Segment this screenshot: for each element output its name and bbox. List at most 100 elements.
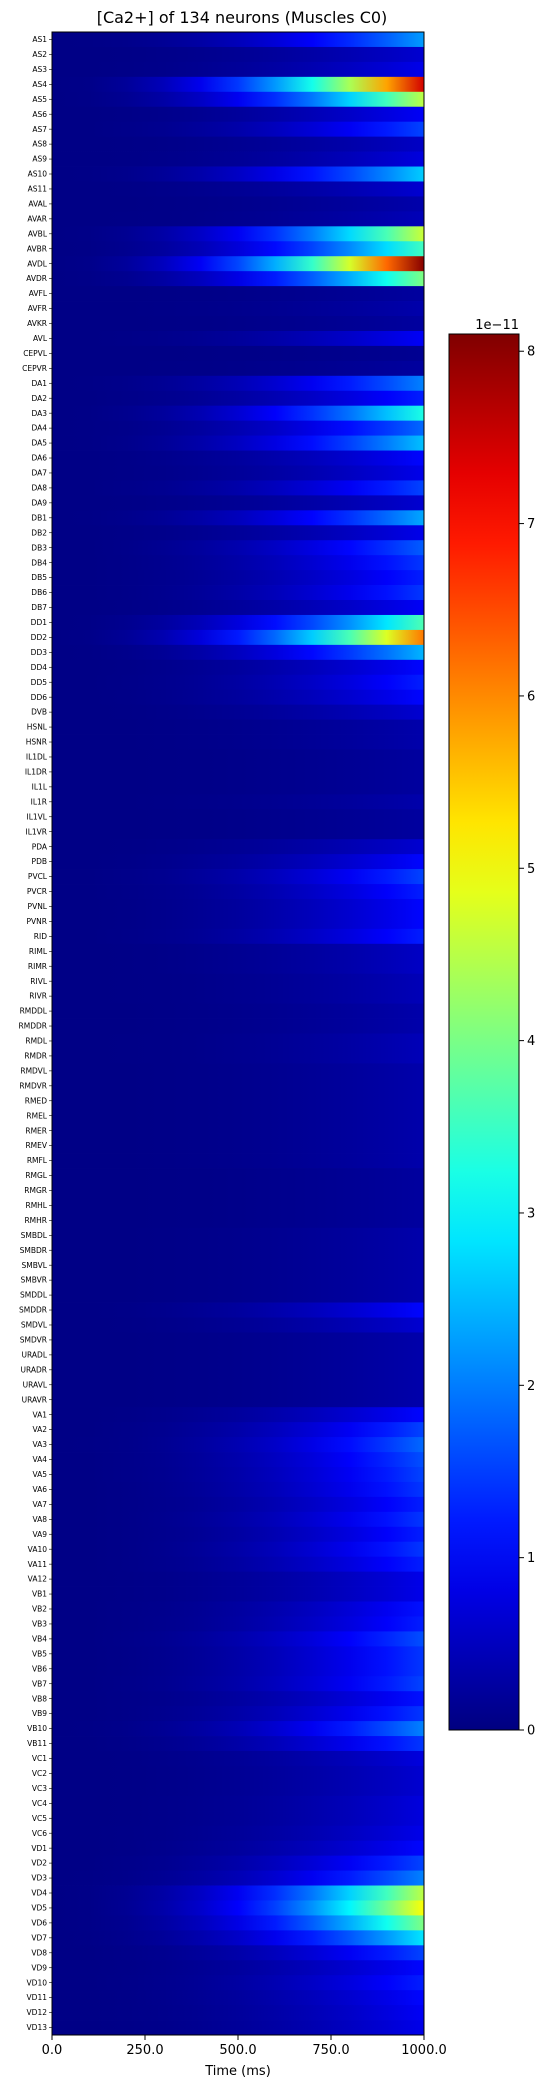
neuron-label-vd4: VD4 — [31, 1889, 47, 1898]
colorbar-ticks: 0 1 2 3 4 5 6 7 8 — [519, 345, 535, 1739]
heatmap-row-as11 — [52, 181, 424, 197]
neuron-label-as8: AS8 — [32, 140, 47, 149]
heatmap-row-pvnl — [52, 898, 424, 915]
neuron-label-va11: VA11 — [28, 1560, 48, 1569]
heatmap-row-uradr — [52, 1362, 424, 1378]
neuron-label-avdl: AVDL — [27, 259, 48, 268]
neuron-label-il1vr: IL1VR — [25, 827, 47, 836]
neuron-label-rmddr: RMDDR — [19, 1022, 47, 1031]
heatmap-cells — [52, 32, 424, 2036]
colorbar-tick-label: 1 — [527, 1551, 535, 1566]
neuron-label-rmgl: RMGL — [25, 1171, 47, 1180]
heatmap-row-avdr — [52, 271, 424, 287]
neuron-label-vb9: VB9 — [32, 1709, 47, 1718]
heatmap-row-va12 — [52, 1571, 424, 1587]
heatmap-row-va10 — [52, 1541, 424, 1558]
neuron-label-da9: DA9 — [31, 498, 47, 507]
heatmap-row-smdvr — [52, 1332, 424, 1348]
neuron-label-vb2: VB2 — [32, 1605, 47, 1614]
neuron-label-dd1: DD1 — [31, 618, 48, 627]
neuron-label-il1l: IL1L — [32, 782, 48, 791]
neuron-label-vd13: VD13 — [27, 2023, 48, 2032]
heatmap-row-dd3 — [52, 644, 424, 661]
heatmap-row-as4 — [52, 76, 424, 93]
neuron-label-vc2: VC2 — [32, 1769, 47, 1778]
neuron-label-pdb: PDB — [32, 857, 47, 866]
heatmap-row-va7 — [52, 1496, 424, 1513]
neuron-label-aval: AVAL — [28, 200, 47, 209]
heatmap-row-avbl — [52, 226, 424, 242]
neuron-label-db2: DB2 — [31, 528, 47, 537]
neuron-label-rmed: RMED — [25, 1096, 47, 1105]
heatmap-row-vd8 — [52, 1945, 424, 1961]
heatmap-row-da1 — [52, 375, 424, 392]
neuron-label-db5: DB5 — [31, 573, 47, 582]
heatmap-row-va9 — [52, 1526, 424, 1543]
heatmap-row-as7 — [52, 121, 424, 138]
neuron-label-rmhl: RMHL — [25, 1201, 47, 1210]
heatmap-row-vb2 — [52, 1601, 424, 1617]
heatmap-row-il1dl — [52, 749, 424, 765]
heatmap-row-smbvr — [52, 1272, 424, 1289]
heatmap-row-rivl — [52, 973, 424, 990]
neuron-label-dd6: DD6 — [31, 693, 48, 702]
heatmap-row-vd11 — [52, 1990, 424, 2006]
neuron-label-va12: VA12 — [28, 1575, 48, 1584]
heatmap-row-smbvl — [52, 1257, 424, 1274]
heatmap-row-db5 — [52, 570, 424, 586]
chart-title: [Ca2+] of 134 neurons (Muscles C0) — [97, 8, 388, 27]
heatmap-row-rmed — [52, 1093, 424, 1109]
heatmap-row-rmhl — [52, 1197, 424, 1214]
heatmap-row-pvcl — [52, 869, 424, 885]
heatmap-row-smbdl — [52, 1227, 424, 1244]
neuron-label-rmdr: RMDR — [24, 1052, 47, 1061]
neuron-label-da1: DA1 — [31, 379, 47, 388]
neuron-label-rmer: RMER — [25, 1126, 47, 1135]
neuron-label-hsnl: HSNL — [27, 723, 48, 732]
neuron-label-avfr: AVFR — [28, 304, 47, 313]
neuron-label-vb8: VB8 — [32, 1694, 47, 1703]
heatmap-row-da8 — [52, 480, 424, 496]
neuron-label-dd4: DD4 — [31, 663, 48, 672]
heatmap-row-smdvl — [52, 1317, 424, 1333]
neuron-label-rmfl: RMFL — [27, 1156, 48, 1165]
neuron-label-dd5: DD5 — [31, 678, 48, 687]
neuron-label-vb7: VB7 — [32, 1679, 47, 1688]
neuron-label-vc3: VC3 — [32, 1784, 47, 1793]
heatmap-row-cepvl — [52, 345, 424, 362]
heatmap-row-pda — [52, 839, 424, 855]
heatmap-row-hsnr — [52, 734, 424, 750]
heatmap-row-vc1 — [52, 1750, 424, 1767]
heatmap-row-vb3 — [52, 1616, 424, 1632]
heatmap-row-as1 — [52, 32, 424, 48]
neuron-label-vd9: VD9 — [31, 1963, 47, 1972]
neuron-label-vc4: VC4 — [32, 1799, 47, 1808]
heatmap-row-rmgl — [52, 1168, 424, 1184]
neuron-label-il1vl: IL1VL — [27, 812, 48, 821]
neuron-label-vc1: VC1 — [32, 1754, 47, 1763]
x-tick-label: 500.0 — [219, 2043, 256, 2058]
neuron-label-smbdr: SMBDR — [20, 1246, 47, 1255]
neuron-label-as1: AS1 — [32, 35, 47, 44]
neuron-label-il1r: IL1R — [31, 797, 47, 806]
neuron-label-rmel: RMEL — [26, 1111, 47, 1120]
neuron-label-db3: DB3 — [31, 543, 47, 552]
neuron-label-rmev: RMEV — [25, 1141, 47, 1150]
neuron-label-va5: VA5 — [32, 1470, 47, 1479]
heatmap-row-avbr — [52, 241, 424, 257]
heatmap-row-rmdl — [52, 1033, 424, 1049]
neuron-label-va9: VA9 — [32, 1530, 47, 1539]
neuron-label-avbl: AVBL — [28, 229, 48, 238]
neuron-label-va6: VA6 — [32, 1485, 47, 1494]
neuron-label-uradr: URADR — [20, 1365, 47, 1374]
heatmap-row-dd4 — [52, 659, 424, 676]
heatmap-row-riml — [52, 943, 424, 960]
heatmap-row-vb10 — [52, 1721, 424, 1737]
neuron-label-va2: VA2 — [32, 1425, 47, 1434]
neuron-label-vd11: VD11 — [27, 1993, 48, 2002]
neuron-label-rmdl: RMDL — [25, 1037, 47, 1046]
neuron-label-da7: DA7 — [31, 469, 47, 478]
neuron-label-db4: DB4 — [31, 558, 47, 567]
neuron-label-avdr: AVDR — [26, 274, 47, 283]
